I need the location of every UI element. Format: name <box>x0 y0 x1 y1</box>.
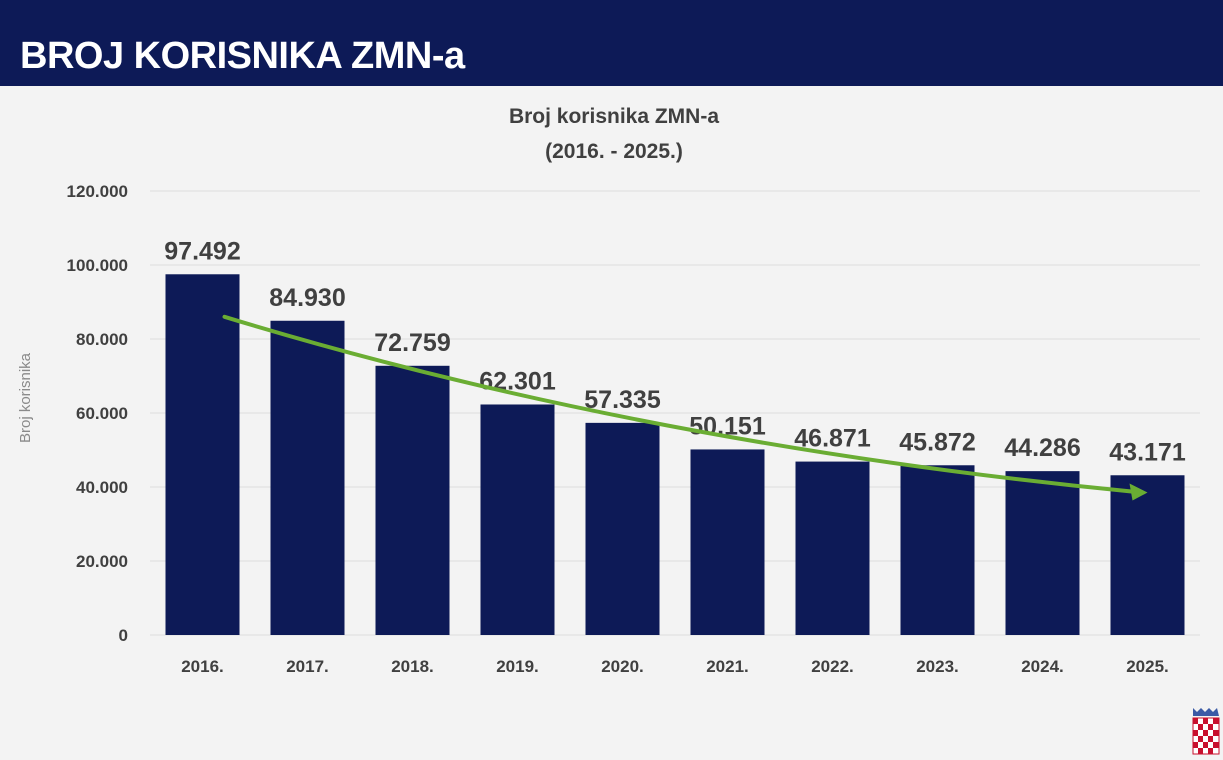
data-label: 97.492 <box>164 237 240 265</box>
data-label: 62.301 <box>479 367 556 395</box>
x-tick-label: 2021. <box>706 657 749 676</box>
data-label: 44.286 <box>1004 434 1080 462</box>
y-tick-label: 0 <box>119 626 128 645</box>
bar-chart: Broj korisnika ZMN-a (2016. - 2025.) 0 20.… <box>17 105 1200 676</box>
bar-2016 <box>165 274 240 635</box>
x-tick-label: 2017. <box>286 657 329 676</box>
trend-arrow <box>222 314 1134 494</box>
x-tick-label: 2016. <box>181 657 224 676</box>
x-tick-label: 2023. <box>916 657 959 676</box>
x-tick-label: 2018. <box>391 657 434 676</box>
y-tick-label: 80.000 <box>76 330 128 349</box>
header-bar: BROJ KORISNIKA ZMN-a <box>0 0 1223 86</box>
x-tick-label: 2020. <box>601 657 644 676</box>
data-label: 46.871 <box>794 425 871 453</box>
bar-2022 <box>795 461 870 635</box>
bar-2019 <box>480 404 555 635</box>
page-title: BROJ KORISNIKA ZMN-a <box>20 35 465 77</box>
data-label: 43.171 <box>1109 438 1186 466</box>
y-tick-label: 60.000 <box>76 404 128 423</box>
y-tick-label: 120.000 <box>67 182 128 201</box>
croatian-coat-of-arms-icon <box>1192 708 1220 755</box>
x-tick-label: 2022. <box>811 657 854 676</box>
data-label: 45.872 <box>899 428 975 456</box>
bar-2020 <box>585 422 660 635</box>
data-label: 72.759 <box>374 329 450 357</box>
data-label: 84.930 <box>269 284 345 312</box>
chart-title-line-1: Broj korisnika ZMN-a <box>509 105 719 128</box>
x-tick-label: 2025. <box>1126 657 1169 676</box>
x-tick-label: 2019. <box>496 657 539 676</box>
bar-2018 <box>375 365 450 635</box>
y-tick-label: 100.000 <box>67 256 128 275</box>
bar-2023 <box>900 465 975 635</box>
y-tick-label: 40.000 <box>76 478 128 497</box>
y-axis-label: Broj korisnika <box>17 352 34 443</box>
chart-area: Broj korisnika ZMN-a (2016. - 2025.) 0 20.… <box>0 86 1223 755</box>
chart-title-line-2: (2016. - 2025.) <box>545 140 683 163</box>
bar-2017 <box>270 320 345 635</box>
y-tick-label: 20.000 <box>76 552 128 571</box>
bar-2024 <box>1005 471 1080 635</box>
x-tick-label: 2024. <box>1021 657 1064 676</box>
data-label: 57.335 <box>584 386 661 414</box>
bar-2021 <box>690 449 765 635</box>
trend-arrow-head <box>1129 483 1148 501</box>
bar-2025 <box>1110 475 1185 635</box>
